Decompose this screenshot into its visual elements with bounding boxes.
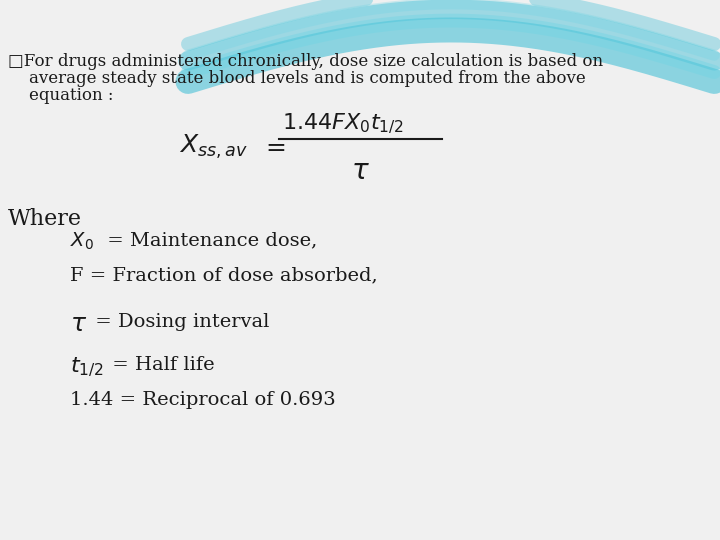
Text: = Half life: = Half life [107, 356, 215, 374]
Text: □For drugs administered chronically, dose size calculation is based on: □For drugs administered chronically, dos… [7, 53, 603, 70]
Text: F = Fraction of dose absorbed,: F = Fraction of dose absorbed, [71, 267, 378, 285]
Text: $t_{1/2}$: $t_{1/2}$ [71, 356, 104, 379]
Text: $\tau$: $\tau$ [351, 158, 370, 185]
Text: average steady state blood levels and is computed from the above: average steady state blood levels and is… [7, 70, 585, 87]
Text: = Maintenance dose,: = Maintenance dose, [101, 231, 317, 249]
Text: $X_{ss,av}$: $X_{ss,av}$ [179, 133, 247, 161]
Text: $1.44FX_0t_{1/2}$: $1.44FX_0t_{1/2}$ [282, 112, 404, 136]
Text: $X_0$: $X_0$ [71, 231, 94, 253]
Text: $\tau$: $\tau$ [71, 313, 88, 336]
Text: Where: Where [7, 208, 81, 230]
Text: equation :: equation : [7, 87, 113, 104]
Text: 1.44 = Reciprocal of 0.693: 1.44 = Reciprocal of 0.693 [71, 391, 336, 409]
Text: = Dosing interval: = Dosing interval [89, 313, 270, 331]
Text: $=$: $=$ [261, 136, 287, 158]
